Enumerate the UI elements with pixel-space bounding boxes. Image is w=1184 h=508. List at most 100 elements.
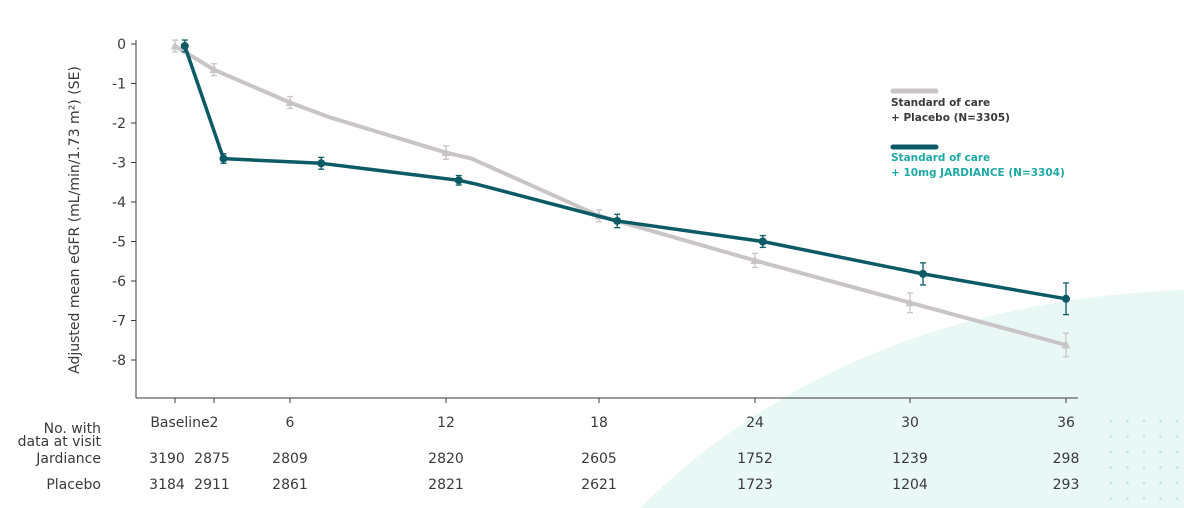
decor-dot: [1109, 466, 1113, 469]
legend-placebo-label-1: Standard of care: [891, 97, 990, 109]
data-point: [750, 255, 760, 264]
decor-dot: [1126, 481, 1129, 485]
table-cell-jardiance: 2820: [428, 451, 464, 467]
y-tick-label: -2: [112, 116, 126, 132]
data-point: [209, 65, 219, 74]
decor-dot: [1142, 435, 1146, 438]
x-tick-label: 30: [901, 415, 919, 431]
x-tick-label: 2: [210, 415, 219, 431]
y-tick-label: -7: [112, 314, 126, 330]
decor-dot: [1159, 435, 1162, 438]
table-cell-jardiance: 3190: [149, 451, 185, 467]
series-line: [183, 44, 1068, 301]
data-point: [317, 159, 326, 168]
y-tick-label: -3: [112, 156, 126, 172]
decor-dot: [1126, 466, 1129, 469]
data-point: [613, 216, 622, 225]
decor-dot: [1159, 497, 1162, 500]
table-cell-placebo: 2821: [428, 477, 464, 493]
table-values: 3190 2875 2809 2820 2605 1752 1239 298 3184 2911 2…: [149, 451, 1079, 493]
y-tick-label: -1: [112, 77, 126, 93]
decor-dot: [1142, 497, 1146, 500]
decor-dot: [1142, 419, 1146, 423]
table-cell-placebo: 1204: [892, 477, 928, 493]
x-tick-label: 12: [437, 415, 455, 431]
decor-dot: [1175, 497, 1179, 500]
decor-dot: [1175, 450, 1179, 454]
legend-jardiance-label-1: Standard of care: [891, 152, 990, 164]
table-row-label-placebo: Placebo: [46, 477, 101, 493]
legend-placebo-label-2: + Placebo (N=3305): [891, 112, 1010, 124]
dot-pattern: [1109, 419, 1179, 500]
table-cell-jardiance: 2875: [194, 451, 230, 467]
data-point: [180, 41, 189, 50]
y-tick-label: -6: [112, 274, 126, 290]
decor-dot: [1126, 497, 1129, 500]
data-point: [1061, 340, 1071, 349]
x-tick-label: 36: [1057, 415, 1075, 431]
data-point: [441, 148, 451, 157]
decor-dot: [1109, 481, 1113, 485]
y-tick-label: -4: [112, 195, 126, 211]
data-point: [905, 298, 915, 307]
table-cell-jardiance: 2605: [581, 451, 617, 467]
y-tick-label: 0: [117, 37, 126, 53]
series-placebo: [170, 39, 1071, 358]
table-cell-jardiance: 1239: [892, 451, 928, 467]
data-point: [219, 154, 228, 163]
table-cell-jardiance: 1752: [737, 451, 773, 467]
table-header-line-2: data at visit: [18, 434, 102, 450]
table-header-line-1: No. with: [44, 421, 101, 437]
data-point: [919, 269, 927, 278]
data-point: [1062, 294, 1070, 303]
series-layer: [170, 39, 1071, 358]
legend: Standard of care + Placebo (N=3305) Stan…: [890, 88, 1065, 179]
table-cell-placebo: 2861: [272, 477, 308, 493]
table-cell-jardiance: 2809: [272, 451, 308, 467]
decor-dot: [1109, 497, 1113, 500]
y-tick-label: -8: [112, 353, 126, 369]
decor-dot: [1142, 450, 1146, 454]
x-tick-label: 18: [590, 415, 608, 431]
decor-dot: [1159, 481, 1162, 485]
data-point: [170, 41, 180, 50]
decor-dot: [1109, 450, 1113, 454]
data-point: [285, 97, 295, 106]
table-cell-jardiance: 298: [1053, 451, 1080, 467]
decor-dot: [1159, 466, 1162, 469]
patients-table: No. with data at visit Jardiance Placebo…: [18, 421, 1080, 493]
decor-dot: [1126, 419, 1129, 423]
legend-jardiance-label-2: + 10mg JARDIANCE (N=3304): [891, 167, 1065, 179]
decor-dot: [1142, 466, 1146, 469]
series-line: [173, 44, 1068, 347]
x-tick-label: 24: [746, 415, 764, 431]
y-tick-label: -5: [112, 235, 126, 251]
table-cell-placebo: 2621: [581, 477, 617, 493]
table-cell-placebo: 3184: [149, 477, 185, 493]
decor-dot: [1175, 466, 1179, 469]
data-point: [758, 237, 767, 246]
decor-dot: [1109, 435, 1113, 438]
background-curve: [640, 290, 1184, 508]
decor-dot: [1126, 450, 1129, 454]
data-point: [454, 176, 463, 185]
table-cell-placebo: 293: [1053, 477, 1080, 493]
series-jardiance: [180, 39, 1070, 316]
table-row-label-jardiance: Jardiance: [35, 451, 101, 467]
decor-dot: [1175, 435, 1179, 438]
decor-dot: [1175, 419, 1179, 423]
decor-dot: [1159, 419, 1162, 423]
x-ticks: Baseline 2 6 12 18 24 30 36: [150, 398, 1075, 431]
y-axis-label: Adjusted mean eGFR (mL/min/1.73 m²) (SE): [67, 66, 83, 374]
decor-dot: [1175, 481, 1179, 485]
x-tick-label: 6: [286, 415, 295, 431]
decor-dot: [1109, 419, 1113, 423]
table-cell-placebo: 2911: [194, 477, 230, 493]
decor-dot: [1126, 435, 1129, 438]
x-tick-label: Baseline: [150, 415, 209, 431]
y-ticks: 0 -1 -2 -3 -4 -5 -6 -7 -8: [112, 37, 136, 369]
decor-dot: [1159, 450, 1162, 454]
decor-dot: [1142, 481, 1146, 485]
table-cell-placebo: 1723: [737, 477, 773, 493]
